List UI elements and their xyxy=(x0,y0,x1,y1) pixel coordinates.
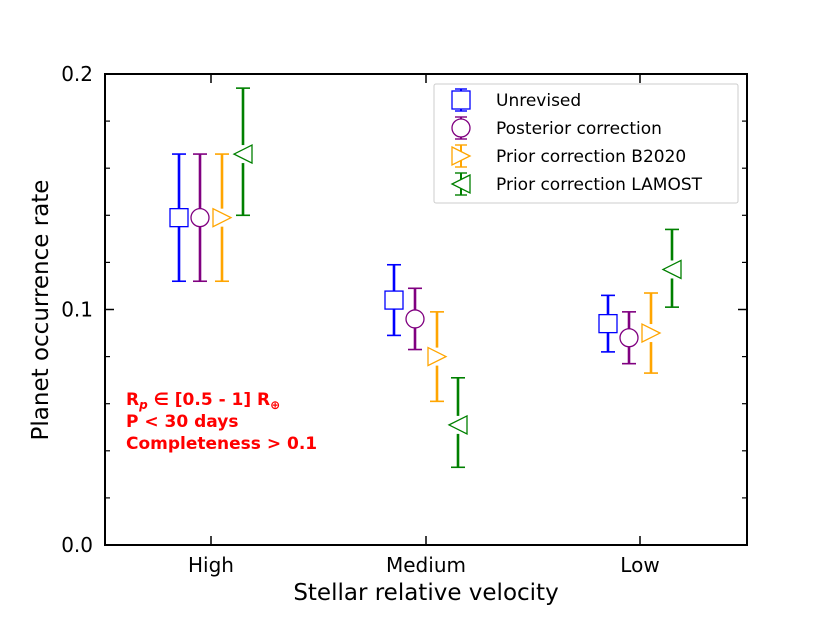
y-tick-label: 0.0 xyxy=(61,533,93,557)
x-tick-label: Low xyxy=(620,553,659,577)
legend-frame xyxy=(433,83,739,204)
annotation-box: Rp ∈ [0.5 - 1] R⊕P < 30 daysCompleteness… xyxy=(126,390,317,454)
data-point-square xyxy=(169,208,189,228)
legend-label: Posterior correction xyxy=(496,119,662,139)
y-axis-label: Planet occurrence rate xyxy=(28,180,54,441)
legend-marker-triangle-right xyxy=(451,145,472,167)
y-tick-label: 0.2 xyxy=(61,62,93,86)
y-tick-label: 0.1 xyxy=(61,298,93,322)
data-point-circle xyxy=(405,309,425,329)
data-point-triangle-right xyxy=(641,322,662,344)
data-point-circle xyxy=(619,328,639,348)
data-point-triangle-right xyxy=(212,207,233,228)
data-point-circle xyxy=(190,208,210,228)
data-point-square xyxy=(598,313,618,334)
annotation-line: Rp ∈ [0.5 - 1] R⊕ xyxy=(126,390,280,412)
legend-marker-circle xyxy=(451,118,471,138)
legend: Unrevised Posterior correction Prior corre… xyxy=(433,83,739,204)
data-point-triangle-right xyxy=(427,346,448,367)
plot-area: 0.0 0.1 0.2 High Medium Low xyxy=(61,62,748,577)
data-point-triangle-left xyxy=(447,414,468,435)
legend-marker-square xyxy=(451,90,471,110)
x-tick-label: Medium xyxy=(386,553,466,577)
legend-marker-triangle-left xyxy=(450,173,471,195)
x-axis-label: Stellar relative velocity xyxy=(293,580,558,606)
legend-label: Prior correction LAMOST xyxy=(496,175,703,195)
data-point-triangle-left xyxy=(661,259,682,280)
annotation-line: P < 30 days xyxy=(126,412,238,432)
legend-label: Prior correction B2020 xyxy=(496,147,686,167)
annotation-line: Completeness > 0.1 xyxy=(126,434,317,454)
data-point-triangle-left xyxy=(232,144,253,165)
data-point-square xyxy=(384,290,404,310)
x-tick-label: High xyxy=(188,553,234,577)
legend-label: Unrevised xyxy=(496,91,581,111)
